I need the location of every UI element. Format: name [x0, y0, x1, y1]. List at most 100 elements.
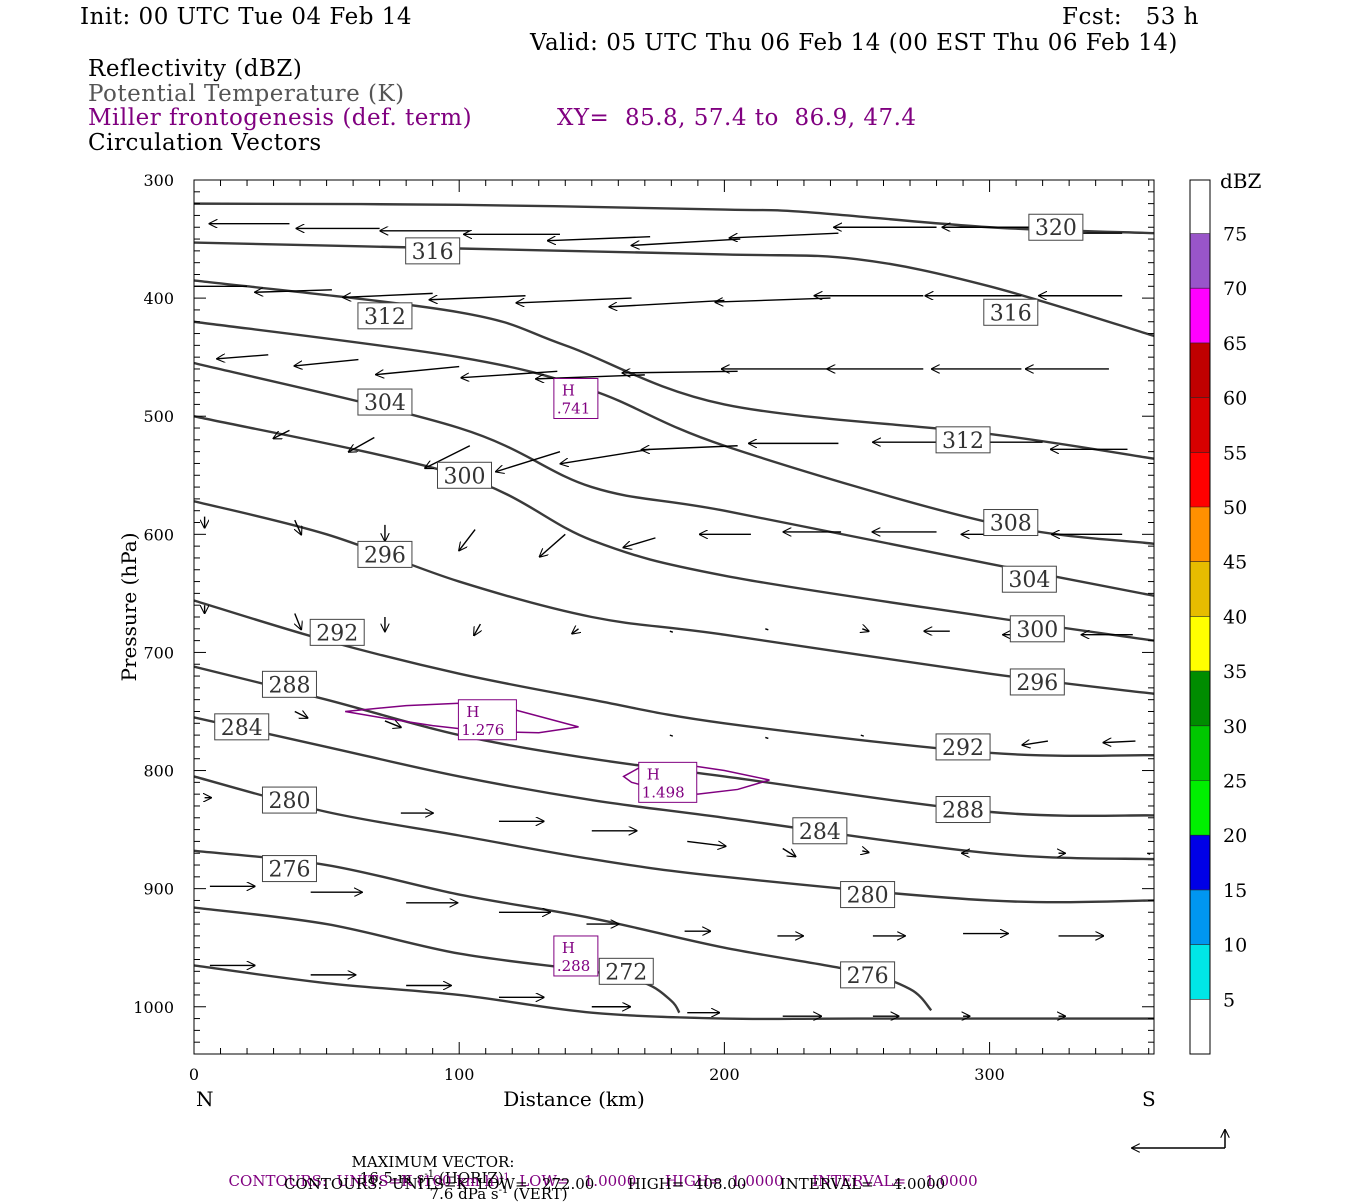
max-vector-vert: 7.6 dPa s	[429, 1185, 499, 1203]
theta-label: 316	[990, 301, 1032, 326]
y-tick-label: 700	[143, 643, 174, 662]
circulation-vector	[349, 436, 375, 451]
forecast-hour: Fcst: 53 h	[1062, 4, 1199, 30]
circulation-vector	[384, 721, 401, 727]
north-label: N	[196, 1087, 214, 1111]
colorbar-label: 25	[1223, 771, 1247, 793]
contours-fronto-units: CONTOURS: UNITS=K (100 km h)	[228, 1172, 500, 1190]
circulation-vector	[474, 623, 480, 635]
theta-label: 272	[605, 960, 647, 985]
y-tick-label: 1000	[133, 998, 174, 1017]
theta-label-box	[1009, 615, 1065, 643]
theta-label: 292	[316, 621, 358, 646]
fronto-contour	[345, 702, 579, 734]
max-vector-horiz-exp: -1	[424, 1169, 435, 1180]
colorbar-segment	[1190, 944, 1210, 1000]
colorbar-frame	[1189, 179, 1211, 1055]
circulation-vector	[376, 365, 460, 375]
colorbar-segment	[1190, 178, 1210, 234]
theta-label-box	[436, 461, 492, 489]
colorbar: 5 10 15 20 25 30 35 40 45 50 55 60 65 70 75 dBZ	[1189, 169, 1262, 1055]
circulation-vector	[540, 533, 566, 556]
theta-label-box	[792, 817, 848, 845]
theta-label: 304	[1008, 568, 1050, 593]
colorbar-segment	[1190, 999, 1210, 1054]
colorbar-segment	[1190, 288, 1210, 343]
fronto-max-value: .288	[557, 957, 590, 975]
theta-label-box	[840, 961, 896, 989]
circulation-vector	[765, 628, 769, 631]
circulation-vector	[782, 847, 796, 856]
circulation-vector	[862, 851, 868, 853]
circulation-vector	[642, 446, 738, 450]
theta-label-box	[214, 713, 270, 741]
theta-label-box	[261, 855, 317, 883]
theta-contour-296	[194, 500, 1154, 695]
fronto-max-box	[638, 761, 698, 803]
circulation-vector	[623, 537, 656, 548]
init-time: Init: 00 UTC Tue 04 Feb 14	[80, 4, 413, 30]
theta-label: 316	[412, 240, 454, 265]
theta-label: 296	[364, 543, 406, 568]
colorbar-label: 50	[1223, 497, 1247, 519]
circulation-vector	[294, 711, 308, 717]
fronto-max-value: 1.276	[461, 721, 504, 739]
circulation-vector	[765, 736, 769, 740]
theta-contour-labels: 320 316 316 312 312 308 304 304 300 300 296 296 292 2…	[214, 213, 1084, 989]
field-circulation: Circulation Vectors	[88, 130, 322, 156]
colorbar-label: 5	[1223, 989, 1235, 1011]
circulation-vector	[217, 355, 269, 359]
colorbar-unit: dBZ	[1220, 169, 1262, 193]
colorbar-segment	[1190, 671, 1210, 726]
footer-contours-fronto: CONTOURS: UNITS=K (100 km h)-1 LOW= 1.00…	[219, 1158, 978, 1189]
theta-label-box	[357, 302, 413, 330]
colorbar-segment	[1190, 561, 1210, 617]
fronto-max-letter: H	[466, 703, 479, 721]
theta-label-box	[935, 796, 991, 824]
theta-label: 308	[990, 512, 1032, 537]
colorbar-segment	[1190, 616, 1210, 672]
colorbar-label: 35	[1223, 661, 1247, 683]
theta-label-box	[1001, 565, 1057, 593]
circulation-vector	[516, 297, 632, 303]
circulation-vector	[687, 840, 725, 846]
theta-label: 300	[1016, 618, 1058, 643]
colorbar-segment	[1190, 889, 1210, 945]
y-axis-title: Pressure (hPa)	[117, 533, 141, 682]
circulation-vector	[459, 529, 476, 551]
fronto-max-letter: H	[647, 765, 660, 783]
colorbar-label: 45	[1223, 552, 1247, 574]
circulation-vector	[715, 298, 831, 302]
south-label: S	[1142, 1087, 1156, 1111]
max-vector-horiz-tag: (HORIZ)	[434, 1169, 504, 1187]
theta-label: 296	[1016, 671, 1058, 696]
colorbar-label: 65	[1223, 333, 1247, 355]
y-tick-label: 600	[143, 525, 174, 544]
fronto-max-value: 1.498	[642, 783, 685, 801]
frontogenesis-contours	[345, 702, 770, 795]
field-reflectivity: Reflectivity (dBZ)	[88, 56, 303, 82]
theta-contour-280	[194, 775, 1154, 904]
theta-label-box	[261, 670, 317, 698]
theta-label-box	[598, 957, 654, 985]
colorbar-label: 40	[1223, 606, 1247, 628]
circulation-vector	[343, 293, 433, 297]
field-potential-temperature: Potential Temperature (K)	[88, 81, 405, 107]
circulation-vector	[730, 232, 839, 238]
theta-contour-284	[194, 716, 1154, 861]
colorbar-label: 70	[1223, 278, 1247, 300]
colorbar-segment	[1190, 452, 1210, 507]
colorbar-segment	[1190, 725, 1210, 781]
theta-contour-304	[194, 361, 1154, 597]
theta-label-box	[935, 426, 991, 454]
theta-label: 276	[847, 964, 889, 989]
theta-contour-surface	[194, 964, 1154, 1021]
valid-time: Valid: 05 UTC Thu 06 Feb 14 (00 EST Thu …	[530, 30, 1178, 56]
footer-contours-theta: CONTOURS: UNITS=K LOW= 272.00 HIGH= 408.…	[284, 1175, 946, 1193]
field-frontogenesis: Miller frontogenesis (def. term)	[88, 105, 473, 131]
circulation-vector	[295, 519, 301, 534]
theta-label: 300	[443, 464, 485, 489]
x-tick-label: 200	[709, 1065, 740, 1084]
theta-label: 288	[942, 799, 984, 824]
colorbar-label: 20	[1223, 825, 1247, 847]
